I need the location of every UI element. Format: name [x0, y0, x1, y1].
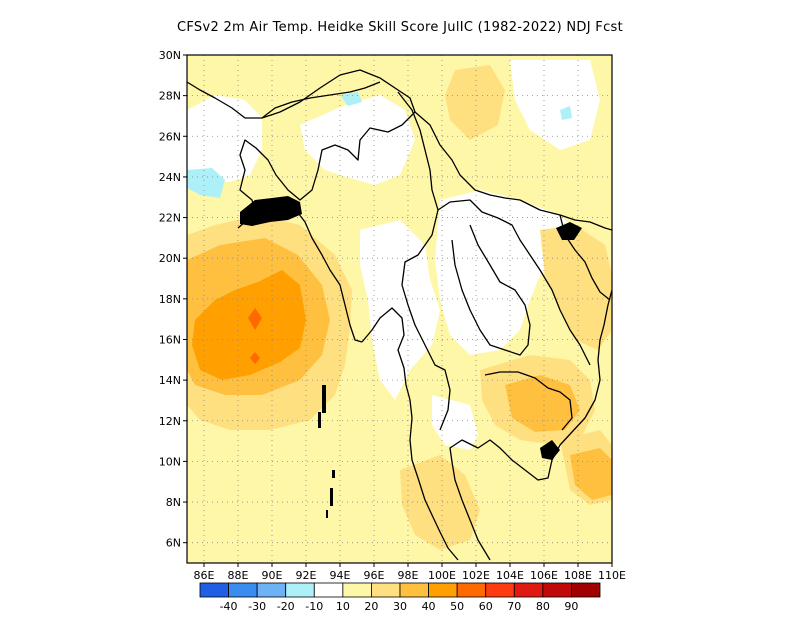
skill-region-20-30-north: [445, 65, 505, 140]
island: [322, 385, 326, 413]
island: [330, 488, 333, 506]
no-skill-region-assam: [300, 95, 415, 185]
lat-tick-label: 30N: [159, 49, 181, 62]
lat-tick-label: 12N: [159, 415, 181, 428]
skill-region-20-30-malay: [400, 455, 480, 550]
colorbar-label: 10: [336, 600, 350, 613]
lon-tick-label: 88E: [228, 569, 249, 582]
colorbar-swatch: [228, 582, 258, 598]
lon-tick-label: 108E: [564, 569, 592, 582]
skill-region-30-40-south: [570, 448, 612, 500]
island: [318, 412, 321, 428]
colorbar-swatch: [428, 582, 458, 598]
skill-region-50-60-a: [248, 308, 262, 330]
lon-tick-label: 110E: [598, 569, 626, 582]
border-china: [414, 111, 521, 201]
border-cambodia: [484, 371, 573, 431]
lat-tick-label: 24N: [159, 171, 181, 184]
skill-region-40-50: [192, 270, 306, 380]
colorbar-label: 50: [450, 600, 464, 613]
skill-region-negative-west: [187, 168, 225, 198]
no-skill-region-north: [187, 95, 262, 182]
colorbar: -40 -30 -20 -10 10 20 30 40 50 60 70 80 90: [199, 582, 601, 613]
island: [326, 510, 328, 518]
lat-tick-label: 26N: [159, 130, 181, 143]
skill-region-negative-east: [560, 106, 572, 120]
colorbar-swatch: [571, 582, 601, 598]
border-tibet: [261, 81, 381, 119]
no-skill-region-ne: [510, 60, 600, 150]
border-thailand-laos: [451, 224, 531, 356]
colorbar-swatch: [313, 582, 344, 598]
colorbar-label: -30: [248, 600, 266, 613]
colorbar-swatch: [371, 582, 401, 598]
border-vietnam-north: [519, 199, 612, 231]
colorbar-swatch: [399, 582, 429, 598]
lon-tick-label: 94E: [330, 569, 351, 582]
colorbar-label: 20: [364, 600, 378, 613]
lon-tick-label: 90E: [262, 569, 283, 582]
island: [332, 470, 335, 478]
coastline-tenasserim: [405, 384, 459, 561]
latitude-axis: 6N 8N 10N 12N 14N 16N 18N 20N 22N 24N 26N 28N 30N: [159, 49, 187, 550]
lat-tick-label: 10N: [159, 455, 181, 468]
lon-tick-label: 92E: [296, 569, 317, 582]
colorbar-label: -40: [220, 600, 238, 613]
lon-tick-label: 106E: [530, 569, 558, 582]
map-title: CFSv2 2m Air Temp. Heidke Skill Score Ju…: [176, 20, 623, 35]
skill-region-20-30-vietnam: [540, 225, 612, 350]
andaman-islands: [318, 385, 335, 518]
lat-tick-label: 22N: [159, 212, 181, 225]
plot-frame: [186, 54, 613, 564]
skill-region-30-40-cambodia: [505, 375, 580, 432]
coastlines-borders: [187, 69, 612, 561]
colorbar-label: -20: [277, 600, 295, 613]
colorbar-swatch: [485, 582, 515, 598]
lat-tick-label: 6N: [166, 537, 181, 550]
coastline-delta: [361, 307, 407, 386]
mekong-delta: [540, 440, 560, 460]
colorbar-label: 80: [536, 600, 550, 613]
colorbar-label: 30: [393, 600, 407, 613]
no-skill-region-south: [432, 395, 478, 450]
lon-tick-label: 86E: [194, 569, 215, 582]
border-laos: [437, 199, 591, 366]
lat-tick-label: 14N: [159, 374, 181, 387]
colorbar-swatch: [199, 582, 229, 598]
no-skill-region-myanmar: [360, 220, 440, 400]
skill-region-negative-north: [340, 92, 362, 106]
colorbar-swatch: [456, 582, 487, 598]
lat-tick-label: 8N: [166, 496, 181, 509]
lon-tick-label: 102E: [462, 569, 490, 582]
coastline-myanmar-west: [291, 204, 363, 343]
skill-field: [187, 55, 612, 563]
lon-tick-label: 98E: [398, 569, 419, 582]
colorbar-swatch: [542, 582, 572, 598]
colorbar-label: 60: [479, 600, 493, 613]
longitude-axis: 86E 88E 90E 92E 94E 96E 98E 100E 102E 104E 106E 108…: [194, 563, 626, 582]
colorbar-swatch: [256, 582, 287, 598]
colorbar-swatch: [342, 582, 372, 598]
ganges-delta: [240, 196, 302, 226]
colorbar-swatch: [513, 582, 544, 598]
lat-tick-label: 16N: [159, 333, 181, 346]
border-myanmar-thailand: [397, 91, 451, 431]
skill-region-50-60-b: [250, 352, 260, 364]
coastline-bengal: [187, 69, 416, 229]
colorbar-swatch: [285, 582, 315, 598]
red-river-delta: [556, 222, 582, 240]
colorbar-label: 90: [564, 600, 578, 613]
colorbar-label: 70: [507, 600, 521, 613]
colorbar-label: 40: [422, 600, 436, 613]
colorbar-label: -10: [305, 600, 323, 613]
lat-tick-label: 18N: [159, 293, 181, 306]
lon-tick-label: 100E: [428, 569, 456, 582]
coastline-gulf-thailand: [449, 289, 612, 561]
lon-tick-label: 96E: [364, 569, 385, 582]
lon-tick-label: 104E: [496, 569, 524, 582]
lat-tick-label: 28N: [159, 90, 181, 103]
lat-tick-label: 20N: [159, 252, 181, 265]
